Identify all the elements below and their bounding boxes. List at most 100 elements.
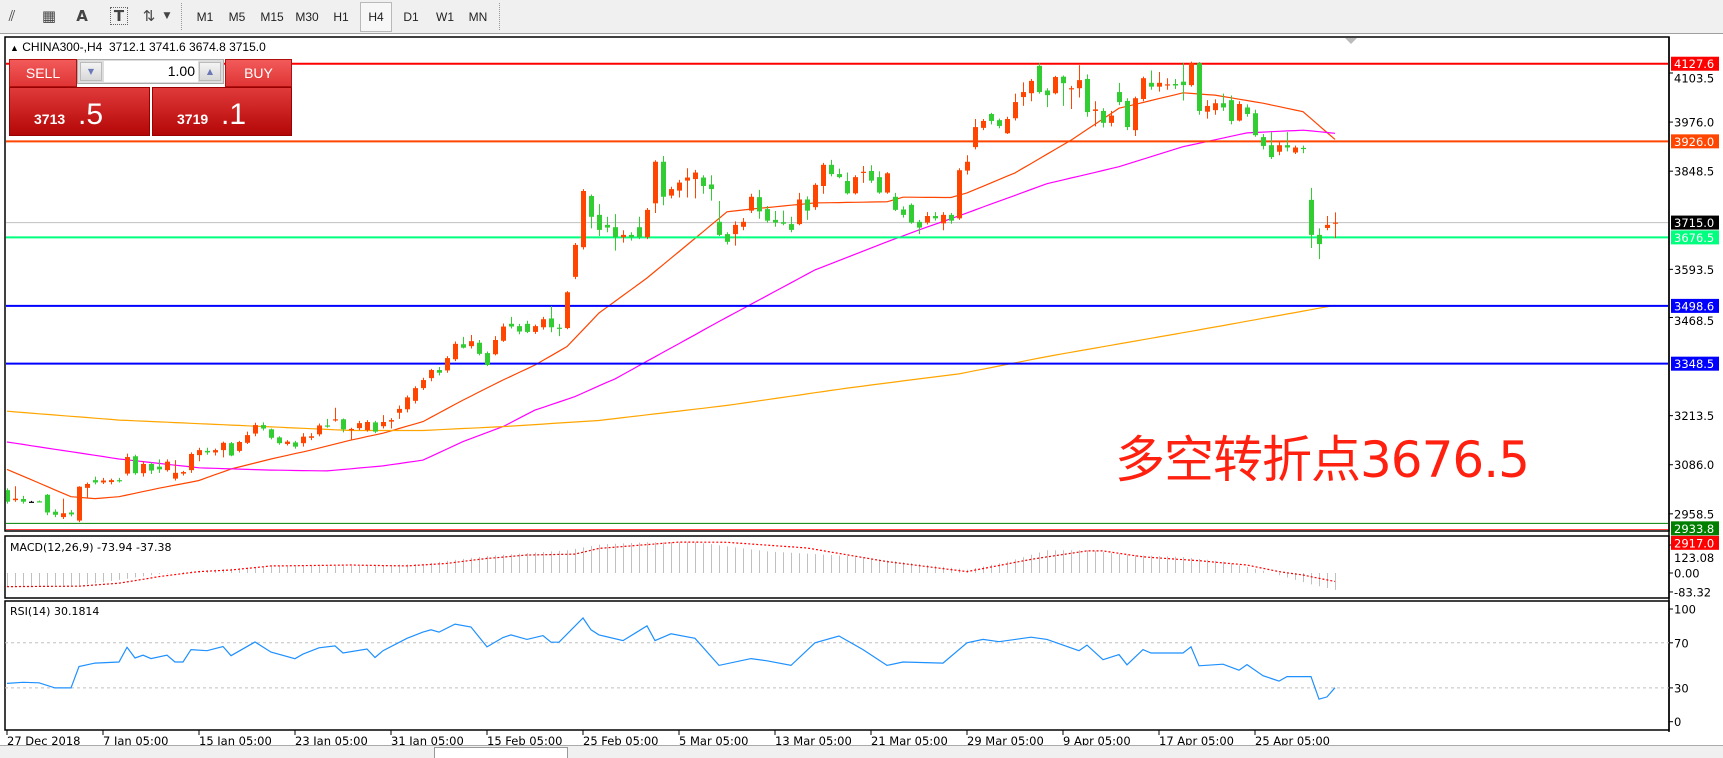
chart-tab[interactable]	[434, 747, 568, 758]
lot-size-stepper: ▼ 1.00 ▲	[77, 59, 224, 84]
toolbar-separator	[181, 3, 184, 30]
candle-body	[837, 174, 842, 178]
candle-body	[157, 466, 162, 470]
candle-body	[749, 196, 754, 211]
sell-button[interactable]: SELL	[9, 59, 77, 87]
buy-price-main: 3719	[177, 111, 209, 127]
candle-body	[829, 164, 834, 175]
candle-body	[549, 318, 554, 328]
candle-body	[573, 244, 578, 277]
timeframe-d1[interactable]: D1	[403, 10, 419, 24]
toolbar-separator	[499, 3, 502, 30]
candle-body	[149, 463, 154, 471]
candle-body	[661, 161, 666, 197]
time-axis-label: 7 Jan 05:00	[103, 734, 169, 748]
chart-header: ▲ CHINA300-,H4 3712.1 3741.6 3674.8 3715…	[10, 40, 266, 54]
candle-body	[781, 222, 786, 224]
lot-increase-button[interactable]: ▲	[199, 62, 221, 81]
arrows-icon[interactable]: ⇅	[142, 7, 156, 25]
candle-body	[21, 499, 26, 502]
time-axis-label: 25 Feb 05:00	[583, 734, 658, 748]
candle-body	[325, 425, 330, 427]
candle-body	[1157, 82, 1162, 87]
candle-body	[165, 461, 170, 471]
buy-price-button[interactable]: 3719 .1	[152, 87, 292, 136]
candle-body	[765, 209, 770, 221]
candle-body	[269, 429, 274, 438]
candle-body	[117, 480, 122, 482]
candle-body	[1021, 92, 1026, 98]
candle-body	[957, 170, 962, 219]
candle-body	[477, 342, 482, 354]
buy-button[interactable]: BUY	[225, 59, 292, 87]
candle-body	[461, 344, 466, 348]
chevron-down-icon[interactable]: ▼	[163, 11, 171, 21]
candle-body	[525, 323, 530, 332]
price-label-box	[1671, 215, 1719, 230]
candle-body	[1229, 100, 1234, 121]
rsi-axis-label: 100	[1674, 603, 1696, 617]
sell-price-button[interactable]: 3713 .5	[9, 87, 150, 136]
fibonacci-icon[interactable]: ▦	[41, 7, 57, 25]
candle-body	[1061, 76, 1066, 84]
candle-body	[853, 177, 858, 194]
candle-body	[933, 216, 938, 219]
lot-size-input[interactable]: 1.00	[104, 61, 198, 82]
text-label-icon[interactable]: T	[110, 7, 128, 25]
timeframe-m1[interactable]: M1	[196, 10, 214, 24]
candle-body	[141, 463, 146, 474]
time-axis-label: 25 Apr 05:00	[1255, 734, 1330, 748]
chart-shift-marker-icon[interactable]	[1345, 38, 1357, 44]
candle-body	[1277, 145, 1282, 152]
candle-body	[653, 161, 658, 204]
chart-ohlc: 3712.1 3741.6 3674.8 3715.0	[108, 40, 266, 54]
timeframe-mn[interactable]: MN	[468, 10, 488, 24]
price-label-box	[1671, 56, 1719, 71]
candle-body	[565, 292, 570, 329]
candle-body	[13, 498, 18, 501]
candle-body	[213, 450, 218, 453]
timeframe-w1[interactable]: W1	[436, 10, 454, 24]
candle-body	[725, 234, 730, 242]
candle-body	[1029, 80, 1034, 94]
price-label-4127.6: 4127.6	[1674, 57, 1714, 71]
elliott-wave-icon[interactable]: ⫽	[8, 7, 16, 25]
timeframe-m15[interactable]: M15	[260, 10, 284, 24]
time-axis-label: 17 Apr 05:00	[1159, 734, 1234, 748]
candle-body	[125, 457, 130, 474]
collapse-triangle-icon[interactable]: ▲	[10, 43, 19, 53]
candle-body	[669, 189, 674, 196]
price-axis-label: 2958.5	[1674, 507, 1714, 521]
timeframe-m30[interactable]: M30	[295, 10, 319, 24]
main-plot	[6, 61, 1668, 530]
macd-axis-label: 0.00	[1674, 567, 1700, 581]
candle-body	[77, 486, 82, 521]
candle-body	[1125, 100, 1130, 128]
candle-body	[381, 422, 386, 427]
time-axis-label: 15 Feb 05:00	[487, 734, 562, 748]
candle-body	[1165, 84, 1170, 86]
lot-decrease-button[interactable]: ▼	[80, 62, 102, 81]
candle-body	[997, 120, 1002, 126]
candle-body	[797, 199, 802, 225]
candle-body	[229, 443, 234, 456]
buy-price-fraction: .1	[221, 98, 247, 131]
candle-body	[341, 419, 346, 430]
chart-annotation-text[interactable]: 多空转折点3676.5	[1115, 431, 1530, 489]
candle-body	[133, 456, 138, 474]
candle-body	[1013, 102, 1018, 119]
candle-body	[1253, 113, 1258, 136]
timeframe-h4[interactable]: H4	[360, 2, 392, 32]
candle-body	[1085, 78, 1090, 113]
candle-body	[445, 358, 450, 371]
time-axis-label: 29 Mar 05:00	[967, 734, 1044, 748]
candle-body	[1293, 147, 1298, 153]
timeframe-h1[interactable]: H1	[333, 10, 349, 24]
text-icon[interactable]: A	[76, 7, 88, 25]
rsi-axis-label: 0	[1674, 715, 1681, 729]
timeframe-m5[interactable]: M5	[228, 10, 246, 24]
macd-axis-label: -83.32	[1674, 585, 1711, 599]
candle-body	[685, 177, 690, 181]
candle-body	[869, 170, 874, 181]
price-label-3498.6: 3498.6	[1674, 299, 1714, 313]
